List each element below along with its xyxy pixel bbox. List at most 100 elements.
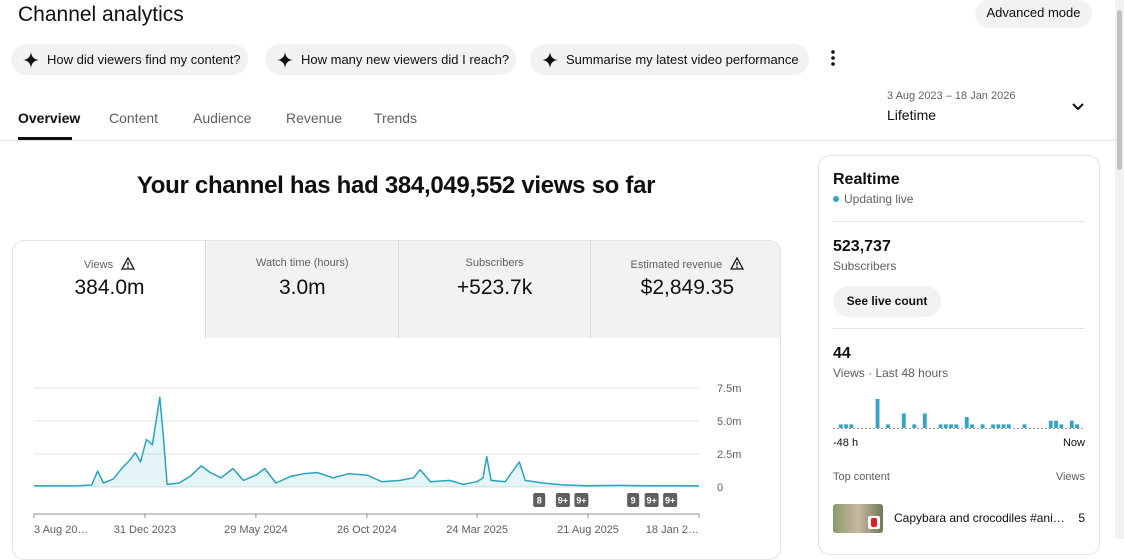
bar [844, 424, 848, 428]
divider [833, 328, 1085, 329]
x-tick-label: 29 May 2024 [224, 524, 288, 536]
tab[interactable]: Trends [374, 110, 418, 126]
bar [964, 417, 969, 428]
annotation-label: 9+ [558, 496, 568, 506]
annotation-label: 9 [631, 496, 636, 506]
bar [1054, 420, 1058, 428]
bar [886, 424, 890, 428]
subscriber-count: 523,737 [833, 238, 891, 255]
y-tick-label: 0 [717, 482, 723, 494]
sparkle-icon [23, 52, 39, 68]
metric-label-text: Watch time (hours) [256, 257, 349, 269]
x-tick-label: 3 Aug 20… [34, 524, 88, 536]
metric-card[interactable]: Watch time (hours) 3.0m [205, 241, 399, 338]
bar [1059, 424, 1064, 428]
page-title: Channel analytics [18, 3, 184, 26]
suggestion-text: Summarise my latest video performance [566, 52, 799, 67]
metric-label: Estimated revenue [591, 256, 780, 271]
suggestion-chip[interactable]: How many new viewers did I reach? [265, 44, 516, 75]
bar [1075, 424, 1079, 428]
x-tick-label: 24 Mar 2025 [446, 524, 508, 536]
x-tick-label: 18 Jan 2… [646, 524, 699, 536]
bar [849, 424, 854, 428]
bar [949, 424, 953, 428]
headline: Your channel has had 384,049,552 views s… [136, 172, 656, 199]
annotation-label: 9+ [665, 496, 675, 506]
bar [838, 424, 843, 428]
tab[interactable]: Audience [193, 110, 252, 126]
line [33, 396, 700, 487]
x-tick-label: -48 h [833, 437, 858, 449]
suggestion-text: How did viewers find my content? [47, 52, 241, 67]
date-period[interactable]: Lifetime [887, 107, 937, 123]
y-tick-label: 5.0m [717, 416, 741, 428]
metric-label-text: Subscribers [465, 257, 524, 269]
realtime-status: Updating live [844, 192, 914, 206]
metric-card[interactable]: Subscribers +523.7k [397, 241, 591, 338]
y-tick-label: 2.5m [717, 449, 741, 461]
bar [1022, 424, 1027, 428]
bar [1069, 420, 1074, 428]
x-tick-label: 26 Oct 2024 [337, 524, 397, 536]
realtime-views-label: Views · Last 48 hours [833, 366, 949, 380]
advanced-mode-button[interactable]: Advanced mode [975, 0, 1092, 28]
bar [922, 413, 927, 428]
date-range: 3 Aug 2023 – 18 Jan 2026 [887, 90, 1016, 102]
realtime-title: Realtime [833, 171, 900, 188]
y-tick-label: 7.5m [717, 383, 741, 395]
annotation-badge [574, 493, 589, 507]
metric-label-text: Estimated revenue [630, 259, 723, 271]
bar [875, 399, 880, 428]
metric-card[interactable]: Views 384.0m [13, 241, 206, 338]
tab[interactable]: Revenue [286, 110, 343, 126]
annotation-label: 8 [537, 496, 542, 506]
tab[interactable]: Content [109, 110, 159, 126]
live-dot [833, 196, 839, 202]
x-tick-label: Now [1063, 437, 1085, 449]
tab-underline [18, 137, 72, 140]
warning-icon [730, 256, 745, 270]
bar [1001, 424, 1006, 428]
scrollbar[interactable] [1115, 0, 1124, 539]
chevron-icon[interactable] [1071, 102, 1085, 112]
x-tick-label: 21 Aug 2025 [557, 524, 619, 536]
area [34, 397, 699, 487]
sparkle-icon [277, 52, 293, 68]
annotation-label: 9+ [576, 496, 586, 506]
suggestion-text: How many new viewers did I reach? [301, 52, 510, 67]
realtime-views: 44 [833, 345, 851, 362]
annotation-badge [644, 493, 659, 507]
bar [901, 413, 906, 428]
bar [980, 424, 985, 428]
bar [1048, 420, 1053, 428]
bar [912, 424, 917, 428]
bar [996, 424, 1001, 428]
suggestion-chip[interactable]: Summarise my latest video performance [530, 44, 809, 75]
bar [938, 424, 943, 428]
divider [833, 221, 1085, 222]
top-content-label: Top content [833, 471, 890, 483]
charts: 0 2.5m 5.0m 7.5m 3 Aug 20… 31 Dec 2023 29 May … [33, 383, 1085, 536]
bar [943, 424, 948, 428]
suggestion-chip[interactable]: How did viewers find my content? [11, 44, 248, 75]
metric-value: 384.0m [74, 276, 145, 299]
shorts-badge [868, 516, 880, 529]
more-icon[interactable] [828, 49, 838, 67]
scrollbar-thumb[interactable] [1117, 10, 1122, 170]
metrics-panel: Views 384.0m Watch time (hours) 3.0m Subscri… [12, 240, 781, 560]
metric-card[interactable]: Estimated revenue $2,849.35 [589, 241, 780, 338]
live-count-button[interactable]: See live count [833, 286, 941, 317]
annotation-badge [533, 493, 546, 507]
bar [970, 424, 974, 428]
metric-label: Subscribers [399, 257, 591, 269]
top-content-views-label: Views [1055, 471, 1085, 483]
subscriber-label: Subscribers [833, 259, 897, 273]
metric-label: Watch time (hours) [206, 257, 398, 269]
annotation-label: 9+ [647, 496, 657, 506]
tab[interactable]: Overview [18, 110, 81, 126]
top-content-title[interactable]: Capybara and crocodiles #ani… [894, 511, 1065, 525]
metric-value: +523.7k [456, 276, 533, 299]
annotation-badge [555, 493, 570, 507]
metric-label: Views [13, 256, 206, 271]
